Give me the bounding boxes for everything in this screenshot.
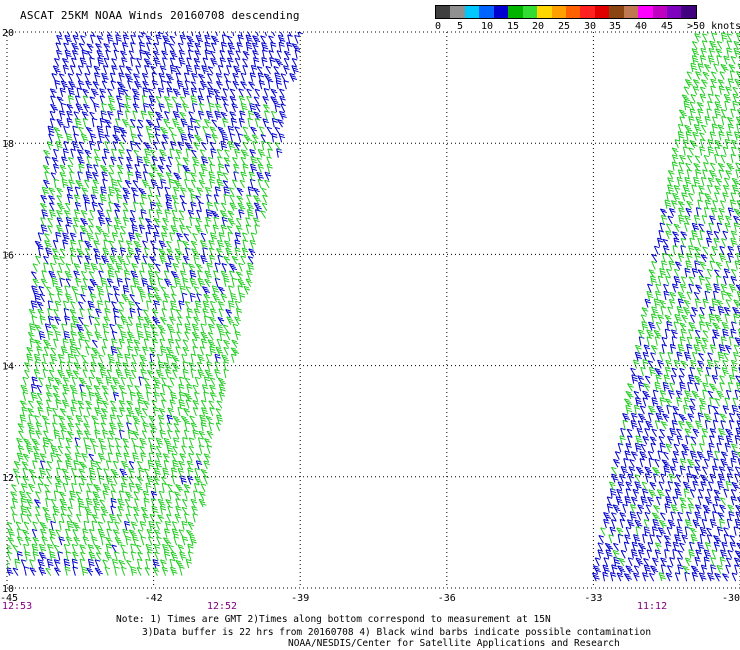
swath-time-label: 11:12: [637, 601, 667, 612]
legend-label: >50 knots: [687, 21, 740, 32]
legend-swatch: [681, 6, 696, 18]
lat-label: 14: [2, 362, 14, 373]
lon-label: -33: [584, 593, 602, 604]
legend-swatch: [580, 6, 595, 18]
legend-swatch: [436, 6, 451, 18]
lat-lon-grid: [6, 31, 740, 589]
legend-label: 40: [635, 21, 648, 32]
swath-time-label: 12:52: [207, 601, 237, 612]
legend-swatch: [537, 6, 552, 18]
legend-label: 30: [584, 21, 597, 32]
legend-label: 45: [661, 21, 674, 32]
note-line-3: NOAA/NESDIS/Center for Satellite Applica…: [288, 638, 620, 649]
lon-label: -42: [145, 593, 163, 604]
legend-swatch: [522, 6, 538, 18]
note-line-2: 3)Data buffer is 22 hrs from 20160708 4)…: [142, 627, 652, 638]
legend-label: 10: [481, 21, 494, 32]
legend-swatch: [565, 6, 581, 18]
lon-label: -39: [291, 593, 309, 604]
legend-swatch: [667, 6, 682, 18]
lat-label: 10: [2, 584, 14, 595]
wind-barbs-green: [7, 32, 740, 582]
legend-label: 5: [457, 21, 464, 32]
legend-swatch: [493, 6, 509, 18]
wind-barbs: [7, 32, 740, 582]
lon-label: -36: [438, 593, 456, 604]
legend-swatch: [551, 6, 566, 18]
legend-labels: 0 5 10 15 20 25 30 35 40 45 >50 knots: [435, 19, 740, 33]
lon-label: -30: [722, 593, 740, 604]
lat-label: 12: [2, 473, 14, 484]
legend-label: 25: [558, 21, 571, 32]
legend-swatch: [652, 6, 667, 18]
legend-swatch: [638, 6, 653, 18]
lat-label: 18: [2, 139, 14, 150]
lat-label: 16: [2, 250, 14, 261]
legend-label: 15: [507, 21, 520, 32]
note-line-1: Note: 1) Times are GMT 2)Times along bot…: [116, 614, 551, 625]
axis-labels: 20 18 16 14 12 10-45 -42 -39 -36 -33 -30 12:53 12:52…: [0, 28, 740, 612]
legend-swatch: [464, 6, 480, 18]
legend-swatch: [594, 6, 610, 18]
lon-label: -45: [0, 593, 18, 604]
legend-color-bar: [435, 5, 697, 19]
legend-label: 0: [435, 21, 442, 32]
wind-speed-legend: 0 5 10 15 20 25 30 35 40 45 >50 knots: [435, 5, 740, 35]
legend-swatch: [450, 6, 465, 18]
legend-swatch: [609, 6, 624, 18]
lat-label: 20: [2, 28, 14, 39]
legend-swatch: [479, 6, 494, 18]
swath-time-label: 12:53: [2, 601, 32, 612]
legend-label: 35: [609, 21, 622, 32]
legend-swatch: [508, 6, 523, 18]
wind-barbs-blue: [7, 32, 740, 582]
legend-label: 20: [532, 21, 545, 32]
legend-swatch: [623, 6, 639, 18]
map-title: ASCAT 25KM NOAA Winds 20160708 descendin…: [20, 9, 300, 22]
